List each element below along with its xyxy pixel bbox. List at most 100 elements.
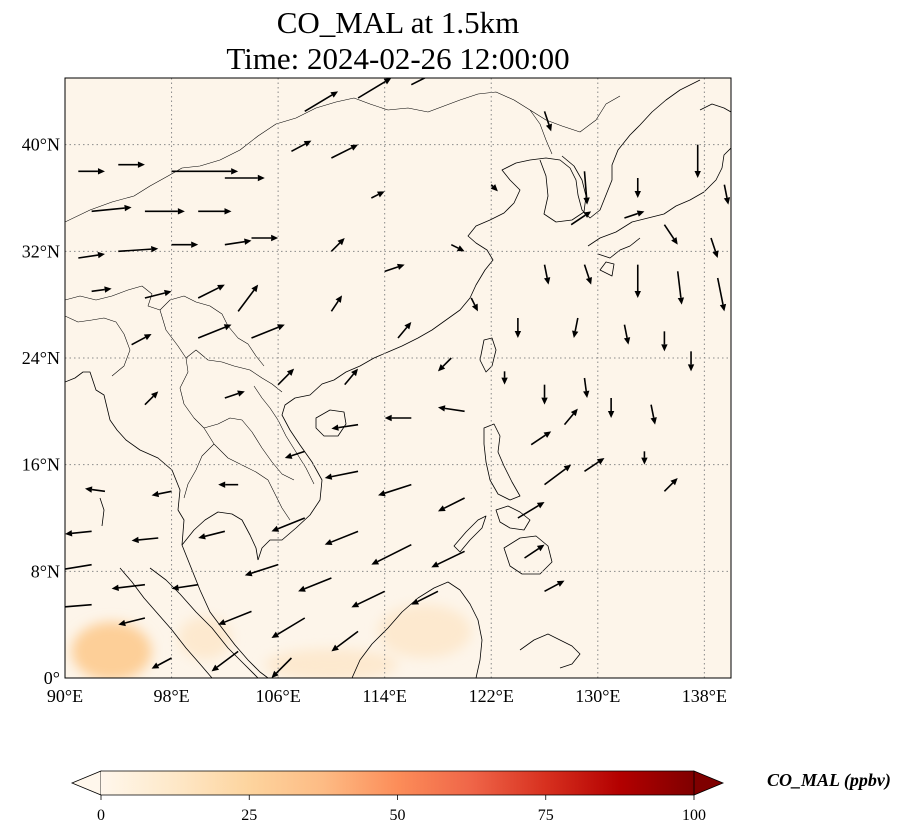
colorbar-ticks: 0 25 50 75 100 xyxy=(97,795,706,824)
wind-vector xyxy=(197,284,225,299)
wind-vector xyxy=(218,481,239,488)
lon-tick-label: 122°E xyxy=(469,686,514,706)
wind-vector xyxy=(687,351,695,372)
wind-vector xyxy=(91,204,132,213)
enhanced-region-0 xyxy=(71,622,152,678)
wind-vector xyxy=(118,161,145,168)
wind-vector xyxy=(211,650,239,672)
country-borders xyxy=(65,91,621,521)
coastline-andaman xyxy=(99,497,105,527)
wind-vector xyxy=(544,580,565,593)
lat-tick-label: 0° xyxy=(44,668,60,688)
wind-vector xyxy=(530,431,552,446)
wind-vector xyxy=(224,390,245,399)
map-title-line-2: Time: 2024-02-26 12:00:00 xyxy=(226,41,570,76)
lat-tick-label: 8°N xyxy=(31,561,60,581)
wind-vector xyxy=(584,458,605,472)
wind-vector xyxy=(371,191,385,199)
wind-vector xyxy=(524,544,545,559)
wind-vector xyxy=(197,324,232,339)
lon-tick-label: 90°E xyxy=(47,686,83,706)
enhanced-region-2 xyxy=(264,648,398,678)
wind-vector xyxy=(118,617,146,627)
wind-vector xyxy=(490,184,498,192)
wind-vector xyxy=(570,211,592,226)
enhanced-region-3 xyxy=(378,604,472,658)
wind-vector xyxy=(634,264,641,298)
wind-vector xyxy=(131,536,159,544)
wind-vector xyxy=(171,168,239,175)
wind-vector xyxy=(583,377,590,398)
wind-vector xyxy=(624,210,645,219)
wind-vector xyxy=(271,657,293,678)
colorbar-tick-label: 25 xyxy=(241,807,257,824)
map-title-line-1: CO_MAL at 1.5km xyxy=(276,5,520,40)
wind-vector xyxy=(198,208,232,215)
coastline-korea xyxy=(539,155,587,223)
wind-vector xyxy=(543,264,551,285)
coastline-hokkaido xyxy=(699,103,731,113)
coastline-palawan xyxy=(453,515,487,553)
wind-vector xyxy=(641,451,648,465)
wind-vector xyxy=(271,517,306,532)
wind-vector xyxy=(291,140,312,153)
wind-vector xyxy=(331,630,359,652)
wind-vector xyxy=(563,408,578,426)
wind-vector xyxy=(151,490,172,498)
wind-vector xyxy=(663,478,678,492)
wind-vector xyxy=(583,264,592,285)
lat-tick-label: 40°N xyxy=(22,135,60,155)
wind-vector-layer xyxy=(65,78,731,678)
lon-tick-label: 106°E xyxy=(256,686,301,706)
coastline-mindanao xyxy=(503,535,553,575)
wind-vector xyxy=(378,483,412,497)
wind-vector xyxy=(501,371,508,385)
coastline-borneo xyxy=(351,581,483,678)
colorbar-tick-label: 0 xyxy=(97,807,105,824)
wind-vector xyxy=(634,178,641,198)
wind-vector xyxy=(384,263,405,273)
coastlines xyxy=(65,79,731,678)
wind-vector xyxy=(437,497,465,512)
coastline-mainland xyxy=(65,79,701,678)
wind-vector xyxy=(397,322,412,339)
concentration-enhanced-regions xyxy=(71,604,472,678)
coastline-hainan xyxy=(315,409,347,437)
lat-tick-label: 16°N xyxy=(22,455,60,475)
wind-vector xyxy=(84,486,106,493)
wind-vector xyxy=(171,583,199,591)
gridlines xyxy=(65,78,731,678)
wind-vector xyxy=(544,464,572,486)
lon-tick-label: 130°E xyxy=(575,686,620,706)
enhanced-region-1 xyxy=(178,616,232,660)
lon-tick-label: 138°E xyxy=(682,686,727,706)
wind-vector xyxy=(623,324,631,345)
coastline-sumatra xyxy=(119,567,259,678)
colorbar-tick-label: 75 xyxy=(538,807,554,824)
wind-vector xyxy=(144,289,172,299)
longitude-tick-labels: 90°E 98°E 106°E 114°E 122°E 130°E 138°E xyxy=(47,686,727,706)
colorbar-tick-label: 50 xyxy=(390,807,406,824)
wind-vector xyxy=(330,295,343,312)
lon-tick-label: 114°E xyxy=(362,686,407,706)
wind-vector xyxy=(331,144,359,159)
wind-vector xyxy=(543,111,553,132)
colorbar-label: CO_MAL (ppbv) xyxy=(767,770,891,790)
wind-vector xyxy=(663,224,678,245)
wind-vector xyxy=(65,563,92,570)
lat-tick-label: 24°N xyxy=(22,348,60,368)
wind-vector xyxy=(541,384,548,405)
coastline-luzon xyxy=(483,423,521,501)
wind-vector xyxy=(410,78,427,86)
map-frame xyxy=(64,77,732,679)
lat-tick-label: 32°N xyxy=(22,241,60,261)
wind-vector xyxy=(324,470,359,480)
wind-vector xyxy=(224,174,265,182)
wind-vector xyxy=(111,583,146,592)
concentration-field xyxy=(65,78,731,678)
wind-vector xyxy=(514,318,522,338)
lon-tick-label: 98°E xyxy=(153,686,189,706)
wind-vector xyxy=(583,171,590,205)
wind-vector xyxy=(694,144,701,178)
